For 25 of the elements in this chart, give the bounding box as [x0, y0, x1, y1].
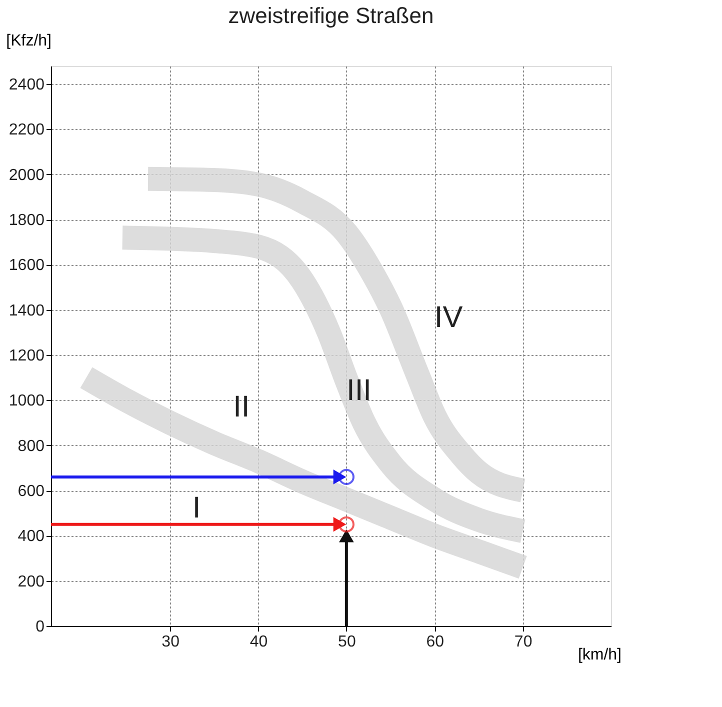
y-tick-label: 1000 [8, 392, 45, 410]
x-tick-label: 30 [162, 634, 180, 650]
y-tick-label: 1200 [8, 348, 45, 365]
y-tick-label: 2400 [8, 76, 45, 94]
y-tick-label: 1400 [8, 302, 45, 320]
y-tick-label: 1600 [8, 257, 45, 274]
annotation: IV [434, 301, 463, 334]
x-tick-label: 70 [514, 634, 532, 650]
annotation: I [192, 491, 201, 524]
annotation: II [233, 390, 250, 424]
x-tick-label: 50 [338, 634, 356, 650]
y-tick-label: 2200 [8, 122, 45, 139]
y-tick-label: 1800 [8, 212, 45, 230]
y-tick-label: 600 [18, 483, 45, 500]
x-tick-label: 40 [250, 634, 268, 650]
annotation: III [346, 374, 372, 407]
x-tick-label: 60 [426, 634, 444, 650]
x-axis-title: [km/h] [578, 646, 622, 664]
y-tick-label: 200 [18, 573, 45, 590]
y-axis-title: [Kfz/h] [6, 32, 52, 50]
y-tick-label: 800 [18, 438, 45, 455]
y-tick-label: 0 [36, 618, 45, 636]
chart-title: zweistreifige Straßen [228, 3, 434, 28]
y-tick-label: 2000 [8, 166, 45, 184]
y-tick-label: 400 [18, 528, 45, 546]
